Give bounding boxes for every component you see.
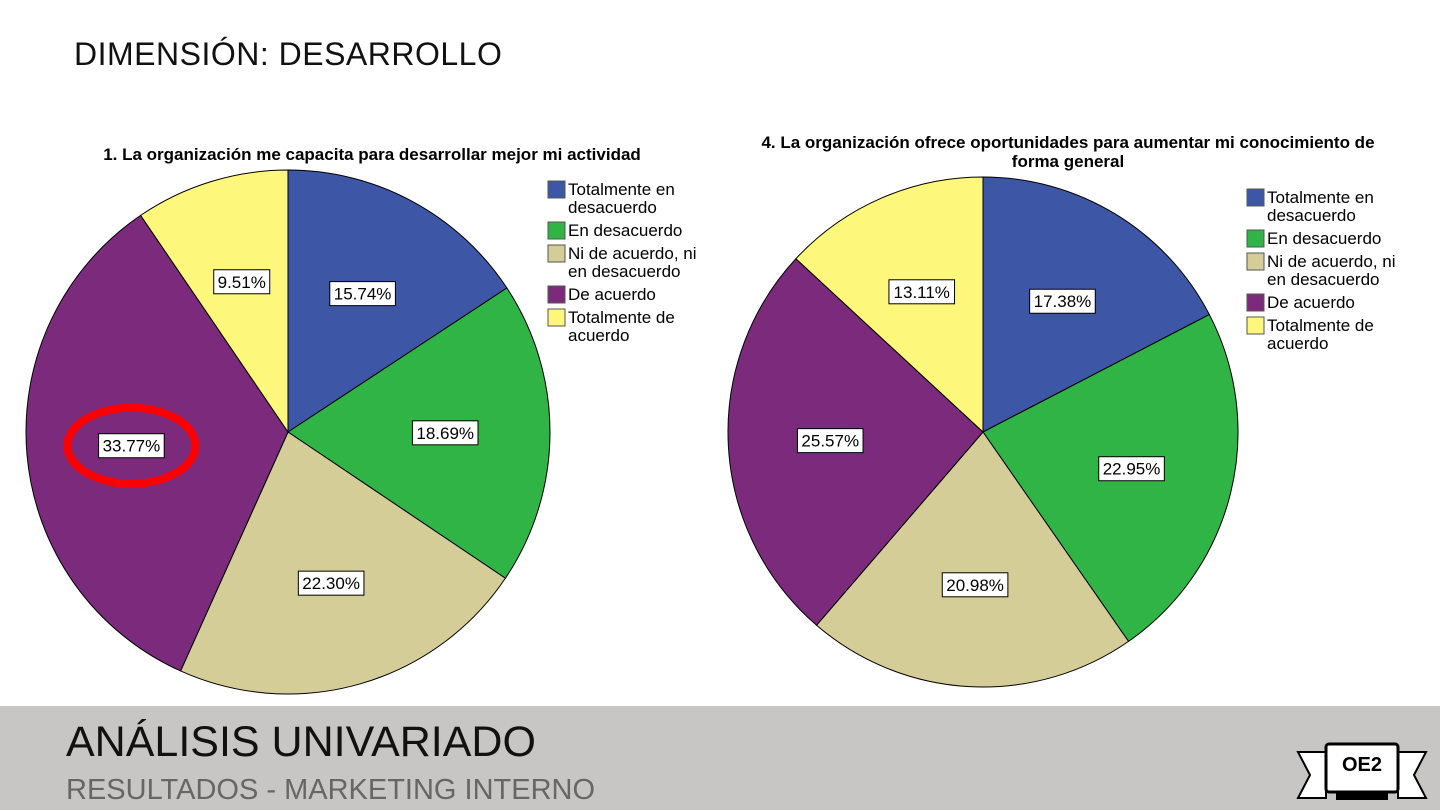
slice-label-box — [213, 269, 271, 295]
legend-entry: acuerdo — [568, 326, 629, 345]
legend-entry: Totalmente en — [568, 180, 675, 199]
slice-label: 18.69% — [416, 424, 474, 443]
pie-chart-2: 4. La organización ofrece oportunidades … — [727, 133, 1396, 688]
pie-slice — [287, 169, 508, 433]
legend-entry: desacuerdo — [1267, 206, 1356, 225]
legend-entry: Totalmente en — [1267, 188, 1374, 207]
chart-title: 4. La organización ofrece oportunidades … — [761, 133, 1374, 152]
legend-swatch — [547, 221, 566, 240]
legend-entry: desacuerdo — [568, 198, 657, 217]
pie-slice — [815, 431, 1130, 688]
pie-chart-1: 1. La organización me capacita para desa… — [25, 145, 697, 695]
footer-band: ANÁLISIS UNIVARIADO RESULTADOS - MARKETI… — [0, 706, 1440, 810]
slice-label: 22.95% — [1103, 460, 1161, 479]
slice-label: 22.30% — [302, 574, 360, 593]
legend-swatch — [547, 244, 566, 263]
slide-title: DIMENSIÓN: DESARROLLO — [74, 36, 503, 72]
slice-label-box — [297, 570, 365, 596]
legend-swatch — [1246, 316, 1265, 335]
footer-title: ANÁLISIS UNIVARIADO — [66, 718, 536, 766]
legend-entry: en desacuerdo — [568, 262, 680, 281]
slice-label: 15.74% — [334, 285, 392, 304]
slice-label-box — [796, 428, 864, 454]
slice-label-box — [941, 572, 1009, 598]
legend-entry: acuerdo — [1267, 334, 1328, 353]
chart-title: forma general — [1012, 152, 1124, 171]
slice-label-box — [888, 279, 956, 305]
slice-label-box — [1098, 456, 1165, 482]
slice-label: 9.51% — [218, 273, 266, 292]
ribbon-icon — [1296, 742, 1428, 800]
slice-label-box — [411, 420, 479, 446]
legend-swatch — [1246, 229, 1265, 248]
legend-swatch — [547, 180, 566, 199]
slice-label: 33.77% — [103, 437, 161, 456]
slice-label-box — [98, 433, 165, 459]
legend-entry: En desacuerdo — [1267, 229, 1381, 248]
legend-entry: Totalmente de — [1267, 316, 1374, 335]
slice-label-box — [1029, 288, 1096, 314]
badge-label: OE2 — [1341, 754, 1383, 776]
highlight-circle — [63, 403, 200, 488]
legend-swatch — [547, 308, 566, 327]
slice-label-box — [329, 281, 396, 307]
legend-swatch — [1246, 293, 1265, 312]
slice-label: 17.38% — [1034, 292, 1092, 311]
pie-slice — [139, 169, 289, 434]
pie-slice — [982, 176, 1211, 433]
legend-entry: De acuerdo — [1267, 293, 1355, 312]
objective-badge: OE2 — [1296, 740, 1428, 806]
legend-entry: En desacuerdo — [568, 221, 682, 240]
legend-entry: Totalmente de — [568, 308, 675, 327]
legend-entry: Ni de acuerdo, ni — [1267, 252, 1396, 271]
slice-label: 25.57% — [801, 432, 859, 451]
legend-swatch — [1246, 188, 1265, 207]
legend-swatch — [1246, 252, 1265, 271]
charts-canvas: 1. La organización me capacita para desa… — [25, 133, 1396, 695]
legend-swatch — [547, 285, 566, 304]
legend-entry: De acuerdo — [568, 285, 656, 304]
legend-entry: en desacuerdo — [1267, 270, 1379, 289]
footer-subtitle: RESULTADOS - MARKETING INTERNO — [66, 774, 596, 806]
pie-slice — [795, 176, 984, 434]
legend-entry: Ni de acuerdo, ni — [568, 244, 697, 263]
pie-slice — [179, 431, 507, 695]
chart-title: 1. La organización me capacita para desa… — [103, 145, 641, 164]
slice-label: 20.98% — [946, 576, 1004, 595]
slice-label: 13.11% — [894, 283, 950, 302]
